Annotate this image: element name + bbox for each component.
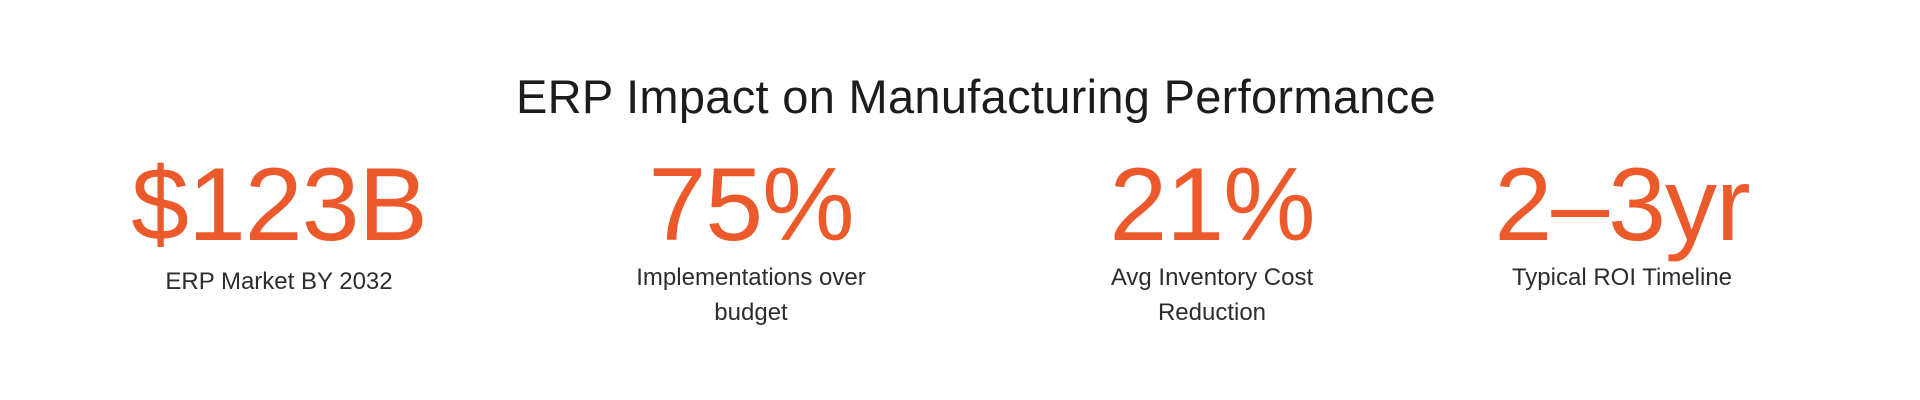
stat-label: Typical ROI Timeline [1511, 264, 1733, 291]
stat-inventory-reduction: 21% Avg Inventory Cost Reduction [1002, 150, 1422, 330]
stat-label: Avg Inventory Cost Reduction [1110, 264, 1314, 326]
stat-value: 21% [1109, 147, 1315, 263]
stat-label: Implementations over budget [636, 264, 866, 326]
page-title: ERP Impact on Manufacturing Performance [516, 70, 1436, 124]
stat-roi-timeline: 2–3yr Typical ROI Timeline [1412, 150, 1832, 295]
stat-value: $123B [131, 147, 428, 263]
stat-value: 2–3yr [1494, 147, 1750, 263]
stat-value: 75% [648, 147, 854, 263]
stat-market-size: $123B ERP Market BY 2032 [69, 150, 489, 299]
stat-label: ERP Market BY 2032 [165, 268, 393, 295]
stat-over-budget: 75% Implementations over budget [541, 150, 961, 330]
